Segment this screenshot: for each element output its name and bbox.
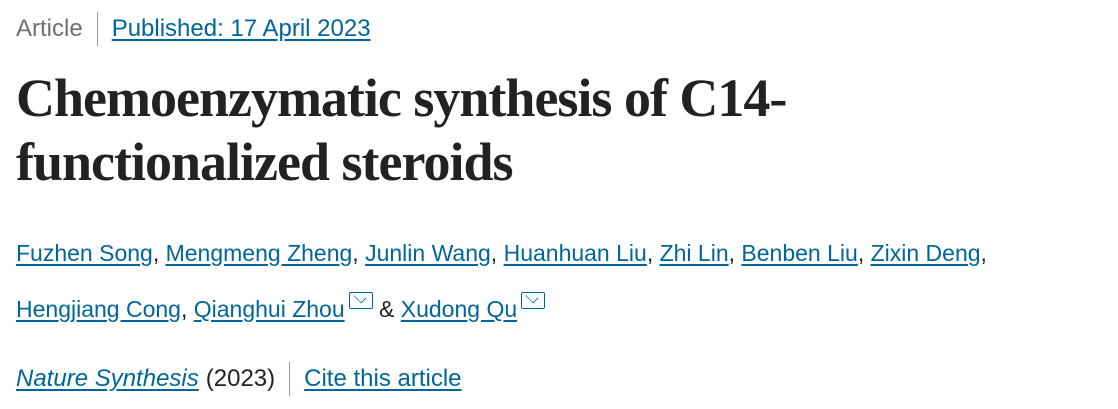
divider: [96, 12, 98, 46]
author-separator: ,: [728, 240, 742, 266]
author-separator: ,: [980, 240, 994, 266]
author-link[interactable]: Junlin Wang: [365, 240, 491, 266]
author-link[interactable]: Benben Liu: [741, 240, 858, 266]
cite-article-link[interactable]: Cite this article: [304, 365, 462, 392]
author-separator: ,: [152, 240, 166, 266]
author-link[interactable]: Hengjiang Cong: [16, 296, 181, 322]
author-link[interactable]: Zixin Deng: [870, 240, 981, 266]
author-link[interactable]: Xudong Qu: [400, 296, 518, 322]
email-icon[interactable]: [348, 292, 373, 309]
journal-year: (2023): [205, 365, 276, 392]
author-item: Xudong Qu: [400, 292, 546, 322]
author-separator: ,: [646, 240, 660, 266]
article-meta: Article Published: 17 April 2023: [16, 12, 371, 46]
author-separator: ,: [857, 240, 871, 266]
author-list: Fuzhen Song, Mengmeng Zheng, Junlin Wang…: [16, 225, 1106, 337]
journal-link[interactable]: Nature Synthesis: [16, 365, 199, 392]
author-link[interactable]: Mengmeng Zheng: [165, 240, 353, 266]
author-item: Hengjiang Cong: [16, 296, 181, 322]
author-item: Qianghui Zhou: [193, 292, 373, 322]
author-item: Zhi Lin: [660, 240, 729, 266]
article-title: Chemoenzymatic synthesis of C14-function…: [16, 68, 787, 192]
author-link[interactable]: Zhi Lin: [659, 240, 729, 266]
divider: [289, 362, 291, 396]
journal-info: Nature Synthesis (2023) Cite this articl…: [16, 362, 462, 396]
author-separator: &: [372, 296, 401, 322]
author-item: Fuzhen Song: [16, 240, 153, 266]
author-separator: ,: [180, 296, 194, 322]
author-item: Benben Liu: [741, 240, 857, 266]
author-link[interactable]: Huanhuan Liu: [503, 240, 647, 266]
author-item: Mengmeng Zheng: [166, 240, 353, 266]
author-item: Zixin Deng: [871, 240, 981, 266]
article-type: Article: [16, 15, 83, 42]
author-separator: ,: [352, 240, 366, 266]
email-icon[interactable]: [521, 292, 546, 309]
author-link[interactable]: Fuzhen Song: [16, 240, 153, 266]
author-separator: ,: [490, 240, 504, 266]
published-date-link[interactable]: Published: 17 April 2023: [111, 15, 371, 42]
author-item: Huanhuan Liu: [504, 240, 647, 266]
author-item: Junlin Wang: [365, 240, 491, 266]
author-link[interactable]: Qianghui Zhou: [193, 296, 345, 322]
